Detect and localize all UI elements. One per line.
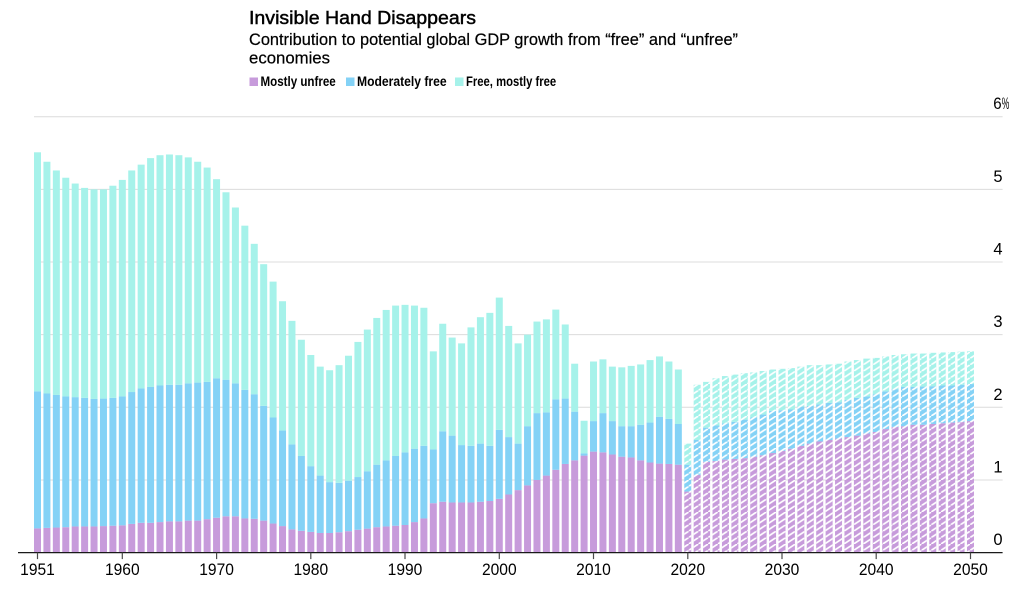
- svg-text:1951: 1951: [20, 561, 55, 579]
- svg-text:2010: 2010: [576, 561, 611, 579]
- svg-text:Moderately free: Moderately free: [357, 73, 447, 89]
- svg-text:2040: 2040: [859, 561, 894, 579]
- svg-text:1980: 1980: [293, 561, 328, 579]
- svg-text:4: 4: [993, 241, 1002, 259]
- svg-text:Mostly unfree: Mostly unfree: [261, 73, 336, 89]
- svg-text:1: 1: [993, 459, 1002, 477]
- svg-text:1960: 1960: [105, 561, 140, 579]
- svg-text:Contribution to potential glob: Contribution to potential global GDP gro…: [249, 30, 738, 49]
- svg-text:Invisible Hand Disappears: Invisible Hand Disappears: [249, 7, 476, 28]
- svg-text:2: 2: [993, 386, 1002, 404]
- svg-text:3: 3: [993, 313, 1002, 331]
- svg-text:Free, mostly free: Free, mostly free: [466, 73, 556, 89]
- svg-text:2050: 2050: [953, 561, 988, 579]
- svg-text:0: 0: [993, 531, 1002, 549]
- svg-text:2020: 2020: [670, 561, 705, 579]
- svg-text:5: 5: [993, 168, 1002, 186]
- svg-text:2000: 2000: [482, 561, 517, 579]
- svg-text:6%: 6%: [993, 95, 1009, 113]
- svg-text:2030: 2030: [765, 561, 800, 579]
- svg-text:1990: 1990: [388, 561, 423, 579]
- svg-text:1970: 1970: [199, 561, 234, 579]
- svg-text:economies: economies: [249, 48, 330, 67]
